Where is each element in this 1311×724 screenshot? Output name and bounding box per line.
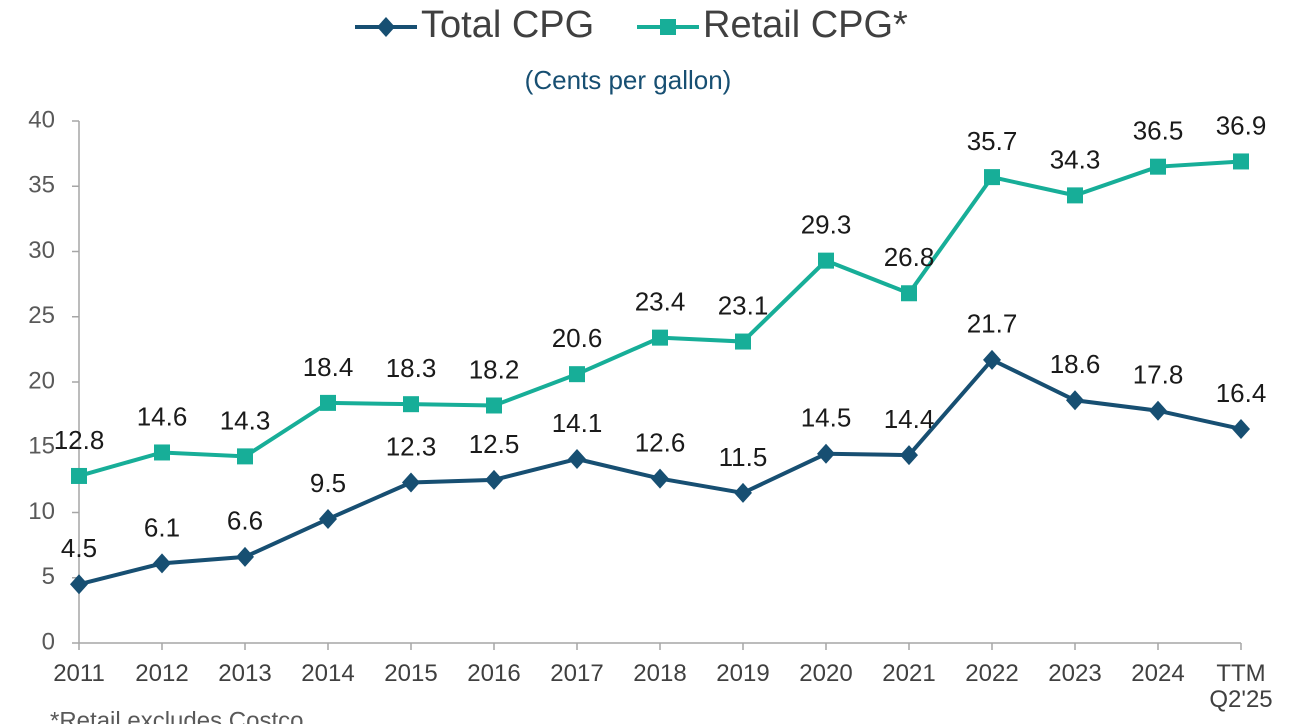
data-label: 12.8 bbox=[54, 425, 105, 455]
data-label: 11.5 bbox=[719, 442, 768, 472]
data-label: 14.4 bbox=[884, 404, 935, 434]
data-label: 4.5 bbox=[61, 533, 97, 563]
y-tick-label: 15 bbox=[28, 433, 55, 460]
data-label: 12.3 bbox=[386, 431, 437, 461]
x-tick-label: 2017 bbox=[550, 660, 604, 687]
data-label: 6.1 bbox=[144, 512, 180, 542]
data-label: 29.3 bbox=[801, 210, 852, 240]
data-label: 12.5 bbox=[469, 429, 520, 459]
data-label: 21.7 bbox=[967, 309, 1018, 339]
x-tick-label: 2019 bbox=[716, 660, 770, 687]
data-label: 18.2 bbox=[469, 354, 520, 384]
marker bbox=[320, 394, 336, 411]
x-tick-label: 2021 bbox=[882, 660, 936, 687]
marker bbox=[1149, 400, 1167, 421]
marker bbox=[1150, 158, 1166, 175]
y-tick-label: 30 bbox=[28, 237, 55, 264]
legend-label: Retail CPG* bbox=[703, 4, 908, 46]
data-label: 20.6 bbox=[552, 323, 603, 353]
data-label: 9.5 bbox=[310, 468, 346, 498]
marker bbox=[71, 467, 87, 484]
marker bbox=[377, 17, 395, 37]
data-label: 18.4 bbox=[303, 352, 354, 382]
data-label: 17.8 bbox=[1133, 360, 1184, 390]
y-tick-label: 0 bbox=[42, 628, 55, 655]
marker bbox=[236, 546, 254, 567]
marker bbox=[818, 252, 834, 269]
data-label: 18.3 bbox=[386, 353, 437, 383]
x-tick-label: 2014 bbox=[301, 660, 355, 687]
data-label: 14.3 bbox=[220, 405, 271, 435]
x-tick-label: 2016 bbox=[467, 660, 521, 687]
x-tick-label: 2023 bbox=[1048, 660, 1102, 687]
marker bbox=[900, 445, 918, 466]
y-tick-label: 35 bbox=[28, 172, 55, 199]
data-label: 34.3 bbox=[1050, 144, 1101, 174]
data-label: 12.6 bbox=[635, 427, 686, 457]
y-tick-label: 20 bbox=[28, 367, 55, 394]
marker bbox=[403, 396, 419, 413]
marker bbox=[319, 509, 337, 530]
data-label: 26.8 bbox=[884, 242, 935, 272]
x-tick-label: 2024 bbox=[1131, 660, 1185, 687]
marker bbox=[154, 444, 170, 461]
marker bbox=[485, 469, 503, 490]
marker bbox=[660, 19, 676, 35]
x-tick-label: 2018 bbox=[633, 660, 687, 687]
data-label: 23.4 bbox=[635, 287, 686, 317]
x-tick-label: 2015 bbox=[384, 660, 438, 687]
data-label: 23.1 bbox=[718, 290, 769, 320]
chart-subtitle: (Cents per gallon) bbox=[525, 65, 732, 95]
marker bbox=[569, 366, 585, 383]
footnote: *Retail excludes Costco bbox=[50, 707, 303, 724]
data-label: 6.6 bbox=[227, 506, 263, 536]
data-label: 36.5 bbox=[1133, 116, 1184, 146]
y-tick-label: 40 bbox=[28, 106, 55, 133]
data-label: 16.4 bbox=[1216, 378, 1267, 408]
x-tick-label: 2011 bbox=[53, 660, 105, 687]
marker bbox=[1067, 187, 1083, 204]
marker bbox=[153, 553, 171, 574]
marker bbox=[735, 333, 751, 350]
marker bbox=[652, 329, 668, 346]
x-tick-label: TTM Q2'25 bbox=[1209, 660, 1273, 713]
marker bbox=[1232, 418, 1250, 439]
marker bbox=[237, 448, 253, 465]
marker bbox=[1233, 153, 1249, 170]
data-label: 14.5 bbox=[801, 403, 852, 433]
y-tick-label: 25 bbox=[28, 302, 55, 329]
marker bbox=[486, 397, 502, 414]
marker bbox=[734, 482, 752, 503]
marker bbox=[70, 574, 88, 595]
marker bbox=[651, 468, 669, 489]
y-tick-label: 5 bbox=[42, 563, 55, 590]
y-tick-label: 10 bbox=[28, 498, 55, 525]
x-tick-label: 2022 bbox=[965, 660, 1019, 687]
x-tick-label: 2012 bbox=[135, 660, 189, 687]
marker bbox=[983, 349, 1001, 370]
data-label: 35.7 bbox=[967, 126, 1018, 156]
marker bbox=[817, 443, 835, 464]
data-label: 14.1 bbox=[552, 408, 603, 438]
marker bbox=[568, 448, 586, 469]
marker bbox=[1066, 390, 1084, 411]
data-label: 18.6 bbox=[1050, 349, 1101, 379]
data-label: 36.9 bbox=[1216, 110, 1267, 140]
marker bbox=[901, 285, 917, 302]
x-tick-label: 2020 bbox=[799, 660, 853, 687]
data-label: 14.6 bbox=[137, 401, 188, 431]
legend-label: Total CPG bbox=[421, 4, 594, 46]
x-tick-label: 2013 bbox=[218, 660, 272, 687]
marker bbox=[984, 169, 1000, 186]
marker bbox=[402, 472, 420, 493]
